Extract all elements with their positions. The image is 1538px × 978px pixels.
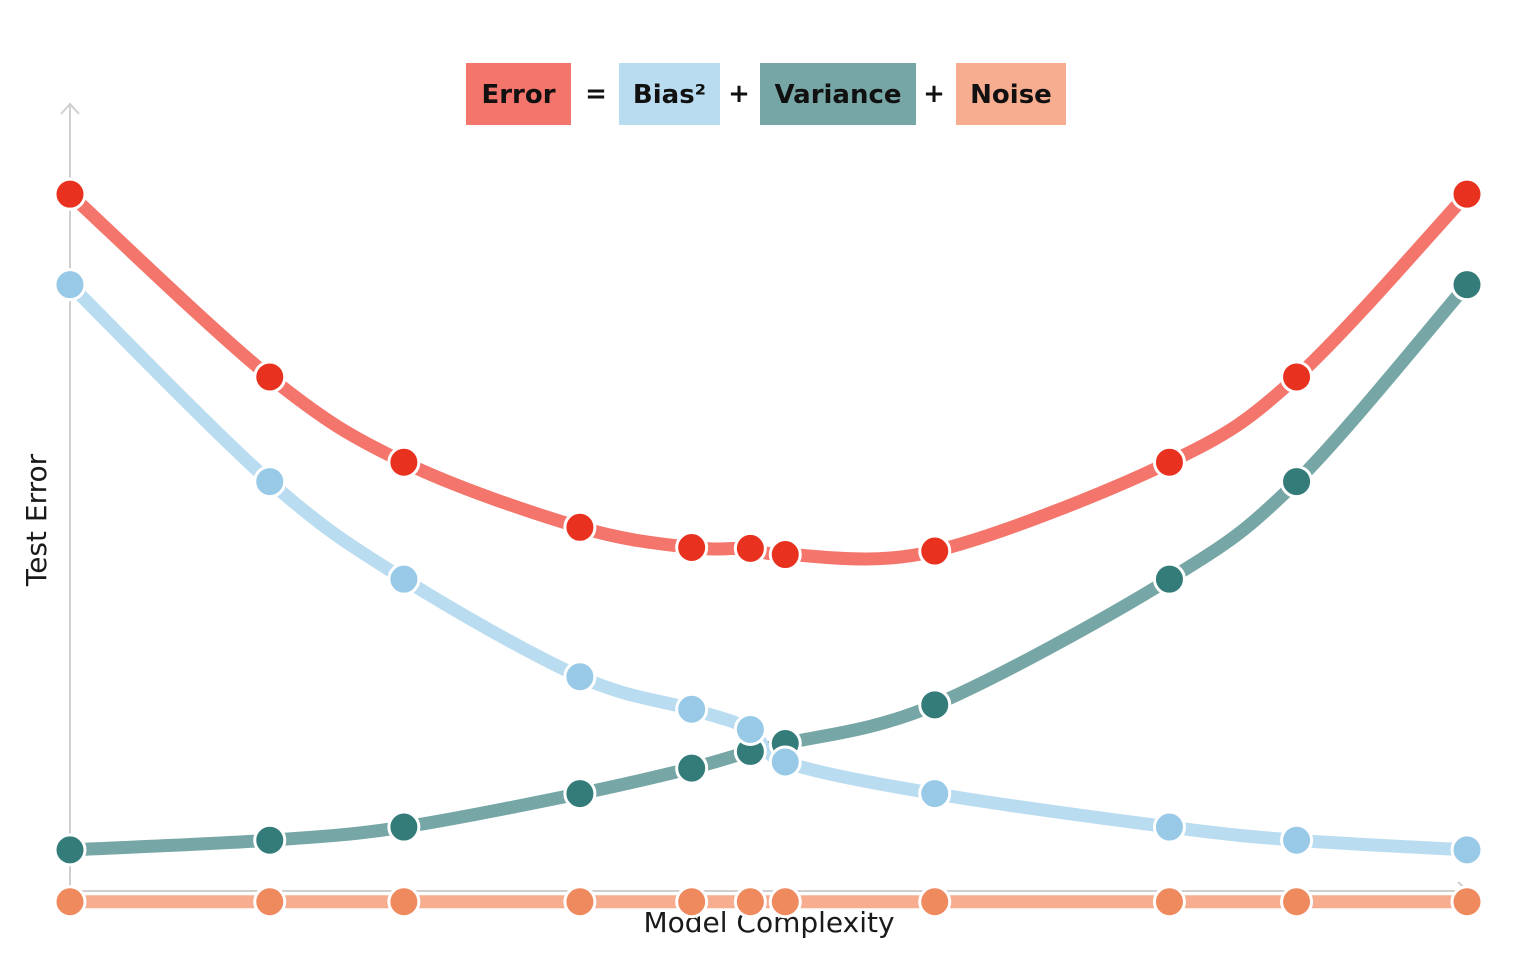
data-point-noise-2 (387, 885, 421, 919)
legend-label-noise: Noise (970, 80, 1052, 110)
data-point-noise-5 (733, 885, 767, 919)
data-point-variance-9 (1280, 465, 1314, 499)
data-point-bias-4 (675, 692, 709, 726)
data-point-error-0 (53, 177, 87, 211)
data-point-error-1 (253, 360, 287, 394)
legend-box-bias (619, 63, 720, 125)
legend: Error = Bias² + Variance + Noise (466, 63, 1066, 125)
data-point-bias-6 (768, 745, 802, 779)
data-point-bias-2 (387, 562, 421, 596)
data-point-noise-7 (918, 885, 952, 919)
legend-label-variance: Variance (774, 80, 901, 110)
legend-operator-plus-1: + (728, 79, 750, 109)
data-point-noise-6 (768, 885, 802, 919)
data-point-noise-4 (675, 885, 709, 919)
data-point-noise-9 (1280, 885, 1314, 919)
data-point-noise-3 (563, 885, 597, 919)
series-lines (65, 189, 1472, 909)
data-point-noise-8 (1152, 885, 1186, 919)
data-point-bias-0 (53, 268, 87, 302)
legend-label-error: Error (481, 80, 555, 110)
data-point-bias-1 (253, 465, 287, 499)
data-point-bias-5 (733, 712, 767, 746)
data-point-error-2 (387, 445, 421, 479)
data-point-error-8 (1152, 445, 1186, 479)
data-point-variance-10 (1450, 268, 1484, 302)
data-point-noise-1 (253, 885, 287, 919)
data-point-error-4 (675, 531, 709, 565)
data-point-variance-7 (918, 688, 952, 722)
data-point-noise-10 (1450, 885, 1484, 919)
legend-label-bias: Bias² (633, 80, 706, 110)
data-point-bias-8 (1152, 810, 1186, 844)
legend-box-noise (956, 63, 1066, 125)
data-point-error-7 (918, 534, 952, 568)
y-axis-arrow (60, 102, 80, 115)
data-point-error-9 (1280, 360, 1314, 394)
data-point-variance-2 (387, 810, 421, 844)
data-point-variance-0 (53, 833, 87, 867)
data-point-bias-9 (1280, 823, 1314, 857)
data-point-variance-1 (253, 823, 287, 857)
data-point-variance-4 (675, 751, 709, 785)
axes (60, 102, 1470, 901)
legend-box-variance (760, 63, 916, 125)
legend-operator-equals: = (585, 79, 607, 109)
data-point-error-10 (1450, 177, 1484, 211)
data-point-bias-3 (563, 660, 597, 694)
data-point-bias-10 (1450, 833, 1484, 867)
data-point-variance-8 (1152, 562, 1186, 596)
data-point-variance-3 (563, 777, 597, 811)
legend-operator-plus-2: + (923, 79, 945, 109)
legend-box-error (466, 63, 571, 125)
data-point-bias-7 (918, 777, 952, 811)
data-point-error-5 (733, 531, 767, 565)
data-point-error-6 (768, 538, 802, 572)
series-points (53, 177, 1484, 919)
y-axis-label: Test Error (20, 453, 53, 587)
data-point-noise-0 (53, 885, 87, 919)
data-point-error-3 (563, 510, 597, 544)
